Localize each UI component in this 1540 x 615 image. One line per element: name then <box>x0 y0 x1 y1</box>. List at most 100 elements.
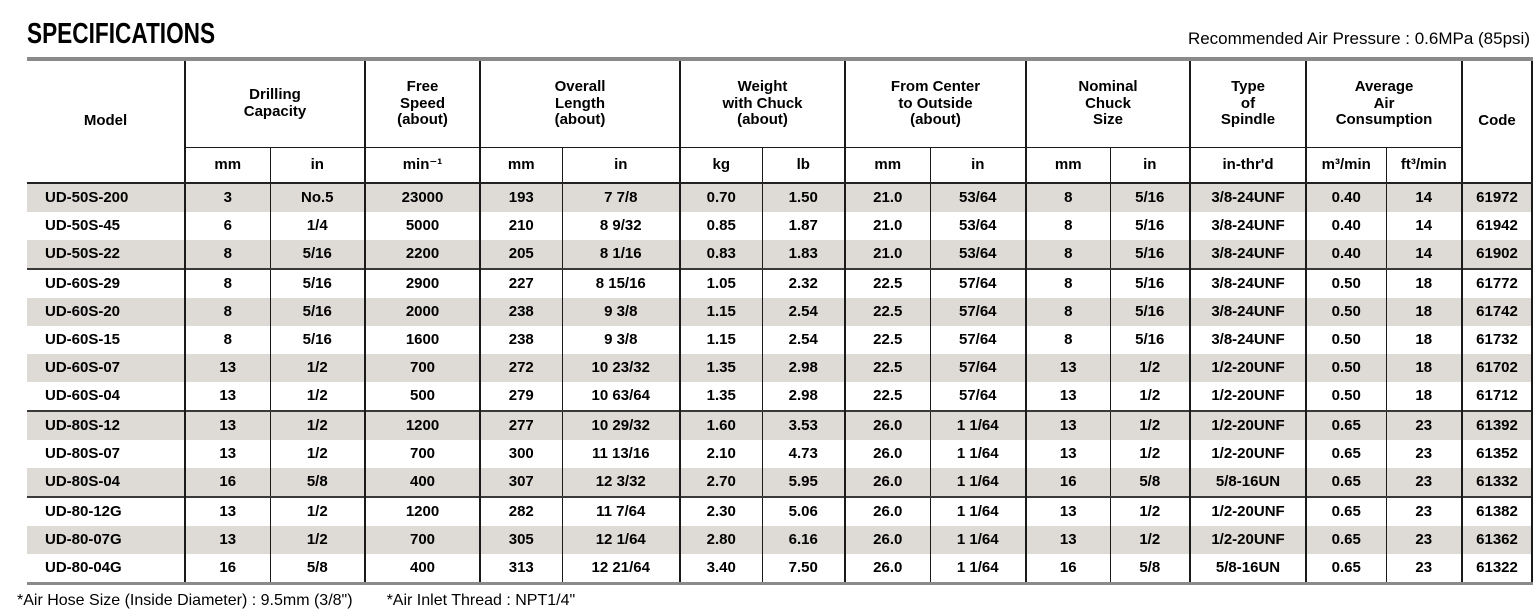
weight-kg-cell: 1.15 <box>680 326 763 354</box>
drill-in-cell: 5/8 <box>270 554 366 584</box>
center-mm-cell: 26.0 <box>845 410 931 440</box>
center-mm-cell: 22.5 <box>845 382 931 411</box>
code-cell: 61382 <box>1462 496 1534 526</box>
code-cell: 61972 <box>1462 183 1534 212</box>
length-mm-cell: 238 <box>480 326 563 354</box>
chuck-mm-cell: 13 <box>1026 382 1111 411</box>
model-cell: UD-60S-04 <box>27 382 186 411</box>
chuck-in-cell: 1/2 <box>1110 382 1192 411</box>
model-cell: UD-60S-20 <box>27 298 186 326</box>
air-ft3min-cell: 14 <box>1386 212 1464 240</box>
drill-mm-cell: 13 <box>185 526 271 554</box>
drill-in-cell: 5/16 <box>270 298 366 326</box>
weight-kg-cell: 1.35 <box>680 382 763 411</box>
center-in-cell: 1 1/64 <box>930 410 1028 440</box>
table-row: UD-80-07G 13 1/2 700 305 12 1/64 2.80 6.16 26.0 1… <box>27 526 1534 554</box>
drill-mm-cell: 8 <box>185 326 271 354</box>
air-m3min-cell: 0.40 <box>1306 212 1387 240</box>
free-speed-cell: 1600 <box>365 326 481 354</box>
table-row: UD-50S-200 3 No.5 23000 193 7 7/8 0.70 1.50 21.0… <box>27 183 1534 212</box>
code-cell: 61352 <box>1462 440 1534 468</box>
drill-in-cell: 1/2 <box>270 382 366 411</box>
free-speed-cell: 700 <box>365 526 481 554</box>
chuck-in-cell: 5/16 <box>1110 268 1192 298</box>
spindle-cell: 1/2-20UNF <box>1190 496 1308 526</box>
drill-in-cell: 5/16 <box>270 326 366 354</box>
model-cell: UD-50S-200 <box>27 183 186 212</box>
drill-mm-cell: 8 <box>185 240 271 269</box>
spindle-cell: 1/2-20UNF <box>1190 410 1308 440</box>
length-in-cell: 12 3/32 <box>562 468 681 497</box>
length-in-cell: 10 23/32 <box>562 354 681 382</box>
chuck-mm-cell: 16 <box>1026 554 1111 584</box>
col-header-drilling-capacity: Drilling Capacity <box>185 59 366 148</box>
unit-chuck-in: in <box>1110 147 1192 184</box>
unit-center-mm: mm <box>845 147 931 184</box>
model-cell: UD-80-04G <box>27 554 186 584</box>
weight-kg-cell: 2.70 <box>680 468 763 497</box>
center-in-cell: 57/64 <box>930 354 1028 382</box>
model-cell: UD-50S-45 <box>27 212 186 240</box>
units-row: mm in min⁻¹ mm in kg lb mm in mm in in-t… <box>27 147 1532 184</box>
table-row: UD-80S-07 13 1/2 700 300 11 13/16 2.10 4.73 26.0… <box>27 440 1534 468</box>
footnote-air-hose: *Air Hose Size (Inside Diameter) : 9.5mm… <box>17 592 353 609</box>
drill-mm-cell: 13 <box>185 496 271 526</box>
weight-lb-cell: 1.87 <box>762 212 847 240</box>
drill-in-cell: 5/8 <box>270 468 366 497</box>
air-m3min-cell: 0.50 <box>1306 382 1387 411</box>
length-in-cell: 12 1/64 <box>562 526 681 554</box>
length-in-cell: 12 21/64 <box>562 554 681 584</box>
col-header-type-of-spindle: Type of Spindle <box>1190 59 1308 148</box>
model-cell: UD-80-07G <box>27 526 186 554</box>
length-in-cell: 8 1/16 <box>562 240 681 269</box>
spindle-cell: 3/8-24UNF <box>1190 212 1308 240</box>
air-ft3min-cell: 18 <box>1386 382 1464 411</box>
length-in-cell: 11 7/64 <box>562 496 681 526</box>
weight-kg-cell: 2.80 <box>680 526 763 554</box>
free-speed-cell: 400 <box>365 554 481 584</box>
drill-in-cell: 1/2 <box>270 354 366 382</box>
air-ft3min-cell: 18 <box>1386 298 1464 326</box>
length-mm-cell: 205 <box>480 240 563 269</box>
unit-weight-lb: lb <box>762 147 847 184</box>
air-m3min-cell: 0.50 <box>1306 268 1387 298</box>
drill-in-cell: 5/16 <box>270 240 366 269</box>
unit-spindle-thread: in-thr'd <box>1190 147 1308 184</box>
drill-mm-cell: 8 <box>185 268 271 298</box>
air-ft3min-cell: 14 <box>1386 240 1464 269</box>
center-in-cell: 1 1/64 <box>930 496 1028 526</box>
weight-lb-cell: 2.54 <box>762 326 847 354</box>
model-cell: UD-80-12G <box>27 496 186 526</box>
weight-lb-cell: 7.50 <box>762 554 847 584</box>
center-mm-cell: 26.0 <box>845 526 931 554</box>
unit-weight-kg: kg <box>680 147 763 184</box>
center-mm-cell: 21.0 <box>845 183 931 212</box>
air-ft3min-cell: 18 <box>1386 326 1464 354</box>
center-in-cell: 53/64 <box>930 240 1028 269</box>
air-m3min-cell: 0.50 <box>1306 326 1387 354</box>
weight-lb-cell: 2.32 <box>762 268 847 298</box>
col-header-average-air-consumption: Average Air Consumption <box>1306 59 1464 148</box>
chuck-mm-cell: 13 <box>1026 440 1111 468</box>
chuck-in-cell: 5/8 <box>1110 554 1192 584</box>
weight-lb-cell: 5.95 <box>762 468 847 497</box>
code-cell: 61902 <box>1462 240 1534 269</box>
center-mm-cell: 22.5 <box>845 268 931 298</box>
drill-mm-cell: 13 <box>185 410 271 440</box>
air-ft3min-cell: 23 <box>1386 496 1464 526</box>
drill-in-cell: 5/16 <box>270 268 366 298</box>
length-mm-cell: 238 <box>480 298 563 326</box>
weight-lb-cell: 1.50 <box>762 183 847 212</box>
free-speed-cell: 23000 <box>365 183 481 212</box>
chuck-in-cell: 5/16 <box>1110 212 1192 240</box>
code-cell: 61712 <box>1462 382 1534 411</box>
air-m3min-cell: 0.65 <box>1306 526 1387 554</box>
unit-drill-in: in <box>270 147 366 184</box>
length-mm-cell: 210 <box>480 212 563 240</box>
length-mm-cell: 277 <box>480 410 563 440</box>
unit-center-in: in <box>930 147 1028 184</box>
length-in-cell: 8 15/16 <box>562 268 681 298</box>
drill-in-cell: 1/2 <box>270 526 366 554</box>
center-in-cell: 57/64 <box>930 326 1028 354</box>
spindle-cell: 1/2-20UNF <box>1190 382 1308 411</box>
